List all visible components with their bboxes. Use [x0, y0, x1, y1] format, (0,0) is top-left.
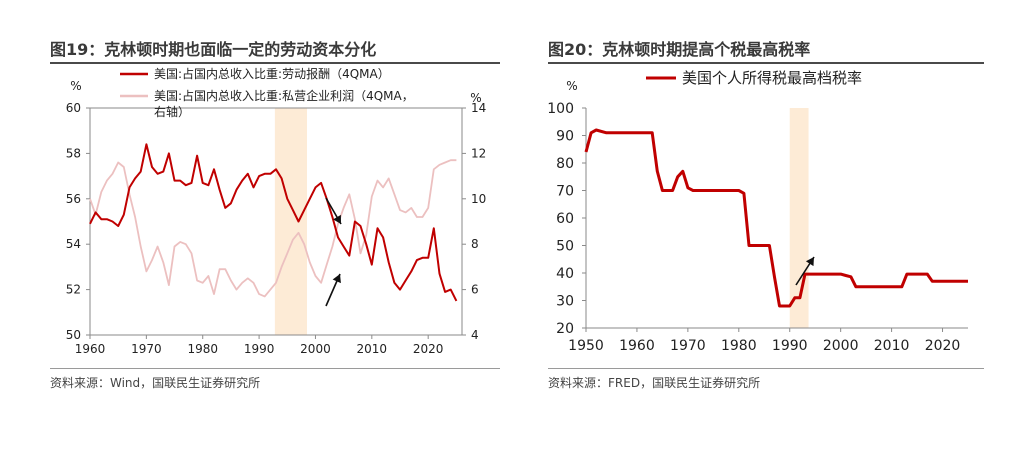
- x-tick-label: 1970: [131, 342, 162, 356]
- y-left-tick-label: 60: [66, 101, 81, 115]
- x-tick-label: 1960: [75, 342, 106, 356]
- annotation-arrow-down-head: [333, 214, 341, 224]
- y-tick-label: 60: [556, 211, 574, 227]
- chart-panel-left: 图19：克林顿时期也面临一定的劳动资本分化 50 52 54 56 58 60 4 6 8 10 1…: [40, 30, 500, 400]
- series-line-corporate-profits: [89, 159, 457, 298]
- legend-label-profits-line1: 美国:占国内总收入比重:私营企业利润（4QMA，: [154, 88, 414, 103]
- chart-title: 图19：克林顿时期也面临一定的劳动资本分化: [50, 40, 377, 59]
- y-unit: %: [566, 79, 577, 93]
- chart-source: 资料来源：Wind，国联民生证券研究所: [50, 376, 261, 390]
- legend-label-profits-line2: 右轴）: [154, 104, 190, 119]
- series-line-top-tax-rate: [584, 128, 968, 308]
- y-left-unit: %: [70, 79, 81, 93]
- x-tick-label: 1980: [721, 338, 757, 354]
- y-left-tick-label: 56: [66, 192, 81, 206]
- chart-panel-right: 图20：克林顿时期提高个税最高税率 20 30 40 50 60 70 80 90 100 195…: [538, 30, 984, 400]
- y-right-tick-label: 10: [471, 192, 486, 206]
- x-tick-label: 1960: [619, 338, 655, 354]
- x-tick-label: 2010: [874, 338, 910, 354]
- y-right-tick-label: 14: [471, 101, 486, 115]
- y-right-tick-label: 12: [471, 146, 486, 160]
- source-divider: [548, 368, 984, 369]
- y-left-tick-label: 58: [66, 146, 81, 160]
- plot-frame: [89, 107, 463, 336]
- y-tick-label: 50: [556, 239, 574, 255]
- annotation-arrow-up-head: [332, 274, 341, 284]
- labor-capital-chart: 50 52 54 56 58 60 4 6 8 10 12 14 1960 1970 1980 1990 200…: [66, 66, 487, 356]
- y-left-tick-label: 54: [66, 237, 81, 251]
- y-tick-label: 100: [547, 101, 574, 117]
- y-right-unit: %: [470, 91, 481, 105]
- y-left-tick-label: 52: [66, 283, 81, 297]
- x-tick-label: 2000: [300, 342, 331, 356]
- y-left-tick-label: 50: [66, 328, 81, 342]
- y-right-tick-label: 6: [471, 283, 479, 297]
- legend-label-labor: 美国:占国内总收入比重:劳动报酬（4QMA）: [154, 66, 390, 81]
- title-divider: [50, 62, 500, 64]
- x-tick-label: 1950: [568, 338, 604, 354]
- x-tick-label: 2000: [823, 338, 859, 354]
- y-tick-label: 30: [556, 294, 574, 310]
- y-tick-label: 70: [556, 184, 574, 200]
- y-tick-label: 40: [556, 266, 574, 282]
- shaded-period: [274, 108, 307, 335]
- y-tick-label: 90: [556, 129, 574, 145]
- x-tick-label: 2010: [357, 342, 388, 356]
- chart-title: 图20：克林顿时期提高个税最高税率: [548, 40, 811, 59]
- x-tick-label: 1990: [772, 338, 808, 354]
- x-tick-label: 2020: [925, 338, 961, 354]
- x-tick-label: 2020: [413, 342, 444, 356]
- y-tick-label: 20: [556, 321, 574, 337]
- top-tax-rate-chart: 20 30 40 50 60 70 80 90 100 1950 1960 1970 1980 1990 2…: [547, 69, 968, 354]
- legend-label: 美国个人所得税最高档税率: [682, 69, 862, 87]
- y-right-tick-label: 8: [471, 237, 479, 251]
- x-tick-label: 1990: [244, 342, 275, 356]
- x-tick-label: 1970: [670, 338, 706, 354]
- series-line-labor-compensation: [89, 143, 458, 302]
- y-tick-label: 80: [556, 156, 574, 172]
- title-divider: [548, 62, 984, 64]
- annotation-arrow-up-head: [805, 257, 814, 267]
- source-divider: [50, 368, 500, 369]
- y-right-tick-label: 4: [471, 328, 479, 342]
- chart-source: 资料来源：FRED，国联民生证券研究所: [548, 376, 761, 390]
- x-tick-label: 1980: [187, 342, 218, 356]
